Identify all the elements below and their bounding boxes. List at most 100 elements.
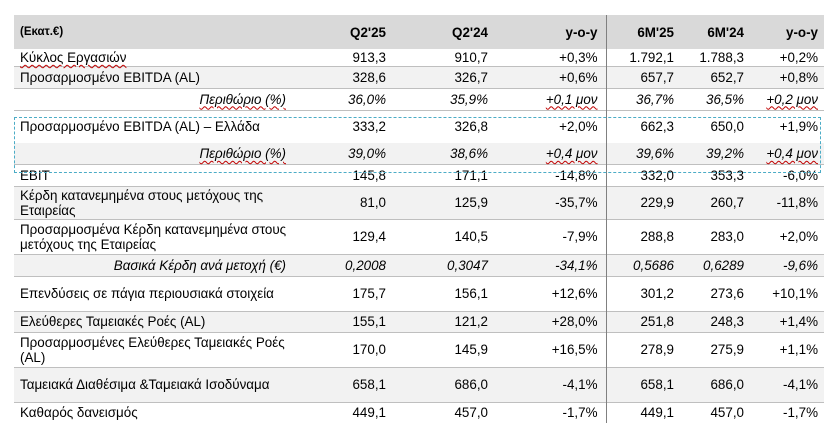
cell: 260,7 <box>680 185 750 219</box>
cell: 449,1 <box>605 401 680 423</box>
row-label: Κέρδη κατανεμημένα στους μετόχους της Ετ… <box>14 185 294 219</box>
cell: -4,1% <box>750 366 824 402</box>
cell: 39,2% <box>680 143 750 164</box>
cell: 248,3 <box>680 310 750 332</box>
table-row: Ελεύθερες Ταμειακές Ροές (AL) 155,1 121,… <box>14 310 824 332</box>
cell: +16,5% <box>506 331 606 367</box>
cell: -35,7% <box>506 185 606 219</box>
cell: 36,7% <box>605 87 680 110</box>
table-row: EBIT 145,8 171,1 -14,8% 332,0 353,3 -6,0… <box>14 163 824 186</box>
cell: 278,9 <box>605 331 680 367</box>
cell: 275,9 <box>680 331 750 367</box>
cell: 125,9 <box>400 185 506 219</box>
row-label: Ταμειακά Διαθέσιμα &Ταμειακά Ισοδύναμα <box>14 366 294 402</box>
cell: -11,8% <box>750 185 824 219</box>
cell: 288,8 <box>605 218 680 254</box>
col-q2-24: Q2'24 <box>400 15 506 49</box>
cell: 145,8 <box>294 163 400 186</box>
cell: 449,1 <box>294 401 400 423</box>
cell: 129,4 <box>294 218 400 254</box>
cell: 121,2 <box>400 310 506 332</box>
cell: +28,0% <box>506 310 606 332</box>
row-label: Περιθώριο (%) <box>14 143 294 164</box>
cell: 326,8 <box>400 109 506 143</box>
row-label: Καθαρός δανεισμός <box>14 401 294 423</box>
col-6m-25: 6M'25 <box>605 15 680 49</box>
cell: 0,2008 <box>294 253 400 276</box>
cell: -6,0% <box>750 163 824 186</box>
financial-summary-table: (Εκατ.€) Q2'25 Q2'24 y-o-y 6M'25 6M'24 y… <box>14 15 824 423</box>
row-label: Κύκλος Εργασιών <box>20 49 127 65</box>
table-header: (Εκατ.€) Q2'25 Q2'24 y-o-y 6M'25 6M'24 y… <box>14 15 824 49</box>
cell: +1,4% <box>750 310 824 332</box>
cell: +0,6% <box>506 65 606 88</box>
table-row: Βασικά Κέρδη ανά μετοχή (€) 0,2008 0,304… <box>14 253 824 276</box>
table-row: Κύκλος Εργασιών 913,3 910,7 +0,3% 1.792,… <box>14 49 824 66</box>
cell: 36,0% <box>294 87 400 110</box>
cell: +0,8% <box>750 65 824 88</box>
cell: -4,1% <box>506 366 606 402</box>
cell: +0,2 μον <box>750 87 824 110</box>
cell: +0,4 μον <box>506 143 606 164</box>
cell: 0,6289 <box>680 253 750 276</box>
cell: 251,8 <box>605 310 680 332</box>
table-row: Περιθώριο (%) 39,0% 38,6% +0,4 μον 39,6%… <box>14 143 824 164</box>
cell: +0,1 μον <box>506 87 606 110</box>
unit-label: (Εκατ.€) <box>14 15 294 49</box>
row-label: Προσαρμοσμένο EBITDA (AL) – Ελλάδα <box>14 109 294 143</box>
cell: 283,0 <box>680 218 750 254</box>
cell: 657,7 <box>605 65 680 88</box>
cell: 140,5 <box>400 218 506 254</box>
row-label: Προσαρμοσμένα Κέρδη κατανεμημένα στους μ… <box>14 218 294 254</box>
row-label: Επενδύσεις σε πάγια περιουσιακά στοιχεία <box>14 275 294 311</box>
cell: +0,3% <box>559 49 598 65</box>
cell: -1,7% <box>506 401 606 423</box>
cell: 301,2 <box>605 275 680 311</box>
table-row: Ταμειακά Διαθέσιμα &Ταμειακά Ισοδύναμα 6… <box>14 366 824 402</box>
row-label: Ελεύθερες Ταμειακές Ροές (AL) <box>14 310 294 332</box>
cell: 910,7 <box>454 49 488 65</box>
cell: 913,3 <box>352 49 386 65</box>
cell: 686,0 <box>400 366 506 402</box>
cell: 328,6 <box>294 65 400 88</box>
cell: 39,6% <box>605 143 680 164</box>
cell: 1.788,3 <box>699 49 744 65</box>
row-label: Βασικά Κέρδη ανά μετοχή (€) <box>14 253 294 276</box>
cell: 273,6 <box>680 275 750 311</box>
cell: 229,9 <box>605 185 680 219</box>
row-label: EBIT <box>14 163 294 186</box>
col-q2-25: Q2'25 <box>294 15 400 49</box>
col-6m-24: 6M'24 <box>680 15 750 49</box>
cell: +2,0% <box>750 218 824 254</box>
table-row: Προσαρμοσμένο EBITDA (AL) – Ελλάδα 333,2… <box>14 109 824 143</box>
table-row: Καθαρός δανεισμός 449,1 457,0 -1,7% 449,… <box>14 401 824 423</box>
cell: 652,7 <box>680 65 750 88</box>
cell: 35,9% <box>400 87 506 110</box>
cell: +0,2% <box>779 49 818 65</box>
cell: +2,0% <box>506 109 606 143</box>
cell: 38,6% <box>400 143 506 164</box>
cell: 457,0 <box>400 401 506 423</box>
cell: 36,5% <box>680 87 750 110</box>
cell: 332,0 <box>605 163 680 186</box>
cell: -1,7% <box>750 401 824 423</box>
cell: -34,1% <box>506 253 606 276</box>
cell: -14,8% <box>506 163 606 186</box>
table-row: Προσαρμοσμένες Ελεύθερες Ταμειακές Ροές … <box>14 331 824 367</box>
table-row: Κέρδη κατανεμημένα στους μετόχους της Ετ… <box>14 185 824 219</box>
cell: 326,7 <box>400 65 506 88</box>
cell: 333,2 <box>294 109 400 143</box>
cell: +12,6% <box>506 275 606 311</box>
cell: 145,9 <box>400 331 506 367</box>
col-yoy-6m: y-o-y <box>750 15 824 49</box>
table-row: Επενδύσεις σε πάγια περιουσιακά στοιχεία… <box>14 275 824 311</box>
row-label: Προσαρμοσμένο EBITDA (AL) <box>14 65 294 88</box>
cell: +1,9% <box>750 109 824 143</box>
cell: -9,6% <box>750 253 824 276</box>
row-label: Περιθώριο (%) <box>14 87 294 110</box>
row-label: Προσαρμοσμένες Ελεύθερες Ταμειακές Ροές … <box>14 331 294 367</box>
cell: 156,1 <box>400 275 506 311</box>
cell: +10,1% <box>750 275 824 311</box>
cell: -7,9% <box>506 218 606 254</box>
cell: 658,1 <box>605 366 680 402</box>
